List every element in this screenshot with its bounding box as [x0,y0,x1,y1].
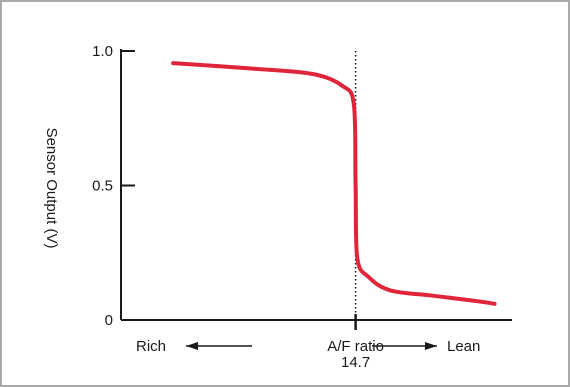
y-tick-label: 0.5 [92,178,113,195]
arrow-head [186,342,198,350]
y-tick-label: 0 [105,312,113,329]
rich-label: Rich [136,338,166,355]
x-tick-label-stoich: 14.7 [341,354,370,371]
y-axis-label: Sensor Output (V) [43,128,60,249]
lean-arrow-icon [372,342,437,350]
x-axis-label: A/F ratio [327,338,384,355]
sensor-output-curve [171,61,497,306]
y-tick-label: 1.0 [92,43,113,60]
y-ticks: 0 0.5 1.0 [92,43,135,329]
arrow-head [425,342,437,350]
rich-arrow-icon [186,342,252,350]
lean-label: Lean [447,338,480,355]
